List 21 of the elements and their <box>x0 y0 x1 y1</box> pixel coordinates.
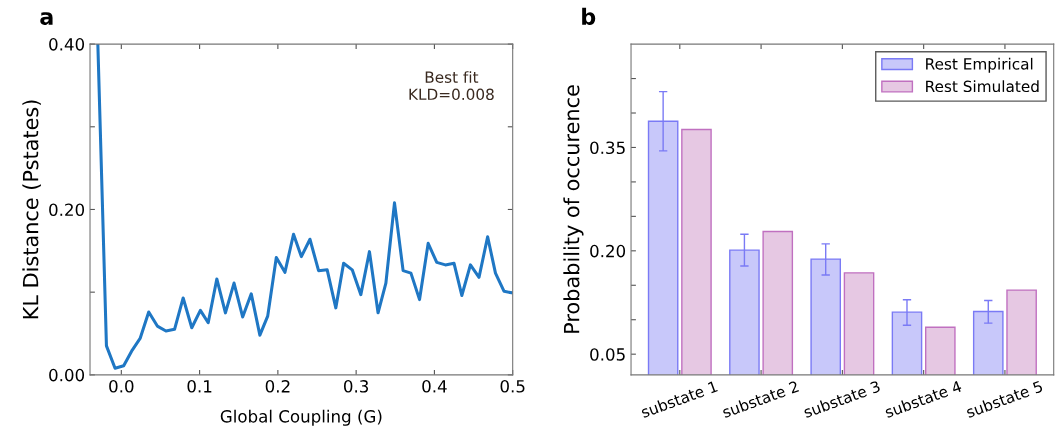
y-tick-label: 0.00 <box>49 368 85 382</box>
x-tick-label: 0.4 <box>422 380 447 393</box>
x-tick-label: 0.2 <box>265 380 290 393</box>
chart-title: b <box>582 7 596 25</box>
y-axis-title: KL Distance (Pstates) <box>22 100 41 319</box>
chart-title: a <box>40 12 53 25</box>
legend-label: Rest Empirical <box>926 57 1033 73</box>
y-axis-title: Probability of occurence <box>563 85 584 333</box>
x-tick-label: 0.0 <box>109 380 134 393</box>
y-tick-label: 0.40 <box>49 38 85 51</box>
x-axis-title: Global Coupling (G) <box>220 409 382 426</box>
x-tick-label: 0.5 <box>500 380 525 393</box>
annotation: Best fit KLD=0.008 <box>409 71 494 101</box>
y-tick-label: 0.35 <box>590 141 625 155</box>
y-tick-label: 0.20 <box>590 244 626 258</box>
y-tick-label: 0.20 <box>49 203 85 217</box>
x-tick-label: 0.3 <box>343 380 369 393</box>
y-tick-label: 0.05 <box>590 348 625 361</box>
legend-label: Rest Simulated <box>926 80 1039 93</box>
x-tick-label: 0.1 <box>187 380 212 393</box>
line-series <box>96 44 513 370</box>
